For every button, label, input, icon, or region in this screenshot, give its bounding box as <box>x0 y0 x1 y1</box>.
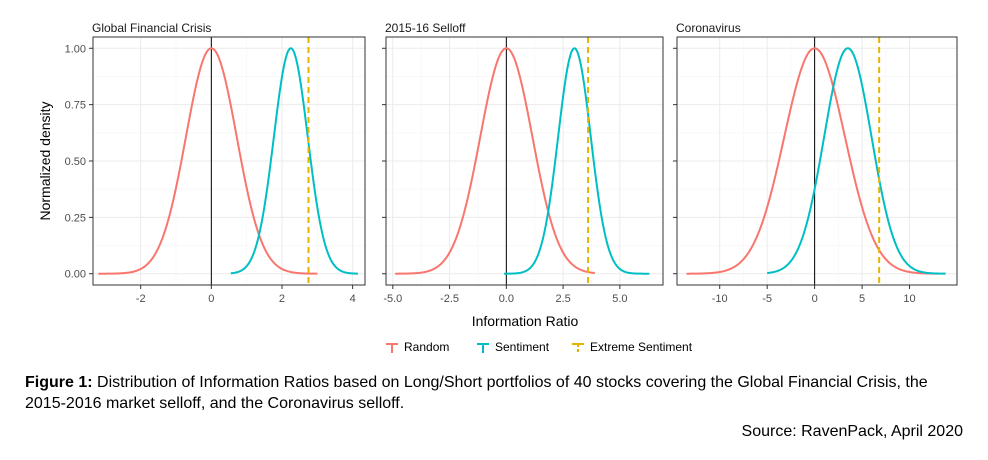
y-tick-label: 0.00 <box>65 269 86 281</box>
x-tick-label: -5 <box>762 293 772 305</box>
panel-grid <box>93 37 365 285</box>
legend-item-sentiment: Sentiment <box>477 340 550 354</box>
legend-item-extreme-sentiment: Extreme Sentiment <box>572 340 693 354</box>
x-tick-label: 5.0 <box>612 293 627 305</box>
legend-label: Extreme Sentiment <box>590 340 693 354</box>
figure-caption: Figure 1: Distribution of Information Ra… <box>25 372 970 414</box>
series-line-random <box>686 47 939 275</box>
x-tick-label: 4 <box>350 293 356 305</box>
x-tick-label: 0 <box>812 293 818 305</box>
caption-text: Distribution of Information Ratios based… <box>25 374 928 412</box>
legend-label: Sentiment <box>495 340 550 354</box>
caption-label: Figure 1: <box>25 374 93 391</box>
x-tick-label: -2 <box>136 293 146 305</box>
series-line-sentiment <box>504 47 650 275</box>
y-tick-label: 1.00 <box>65 43 86 55</box>
legend-label: Random <box>404 340 449 354</box>
x-tick-label: 10 <box>903 293 915 305</box>
density-chart-figure: Global Financial Crisis-2 0 2 40.000.250.50… <box>37 21 958 354</box>
x-tick-label: 0.0 <box>499 293 514 305</box>
source-note: Source: RavenPack, April 2020 <box>741 423 963 440</box>
x-tick-label: 0 <box>208 293 214 305</box>
y-tick-label: 0.50 <box>65 156 86 168</box>
x-tick-label: 2.5 <box>555 293 570 305</box>
series-line-sentiment <box>767 47 946 275</box>
x-tick-label: 2 <box>279 293 285 305</box>
x-tick-label: -2.5 <box>440 293 459 305</box>
panel-2015-16-selloff: 2015-16 Selloff -5.0 -2.5 0.0 2.5 5.0 <box>382 21 664 305</box>
panel-coronavirus: Coronavirus -10 -5 0 5 10 <box>673 21 958 305</box>
legend-item-random: Random <box>386 340 449 354</box>
series-line-sentiment <box>230 47 358 275</box>
panel-grid <box>386 37 663 285</box>
y-tick-label: 0.25 <box>65 212 86 224</box>
panel-global-financial-crisis: Global Financial Crisis -2 0 2 4 0.00 0.25 0.50… <box>65 21 366 305</box>
y-tick-label: 0.75 <box>65 100 86 112</box>
series-line-random <box>98 47 318 275</box>
panel-grid <box>677 37 957 285</box>
x-axis-title: Information Ratio <box>472 313 579 329</box>
x-tick-label: -5.0 <box>383 293 402 305</box>
series-line-random <box>395 47 595 275</box>
y-axis-title: Normalized density <box>37 101 53 220</box>
panel-title: 2015-16 Selloff <box>385 21 466 35</box>
x-tick-label: -10 <box>712 293 728 305</box>
legend: Random Sentiment Extreme Sentiment <box>386 340 693 354</box>
x-tick-label: 5 <box>859 293 865 305</box>
panel-title: Global Financial Crisis <box>92 21 211 35</box>
panel-title: Coronavirus <box>676 21 741 35</box>
